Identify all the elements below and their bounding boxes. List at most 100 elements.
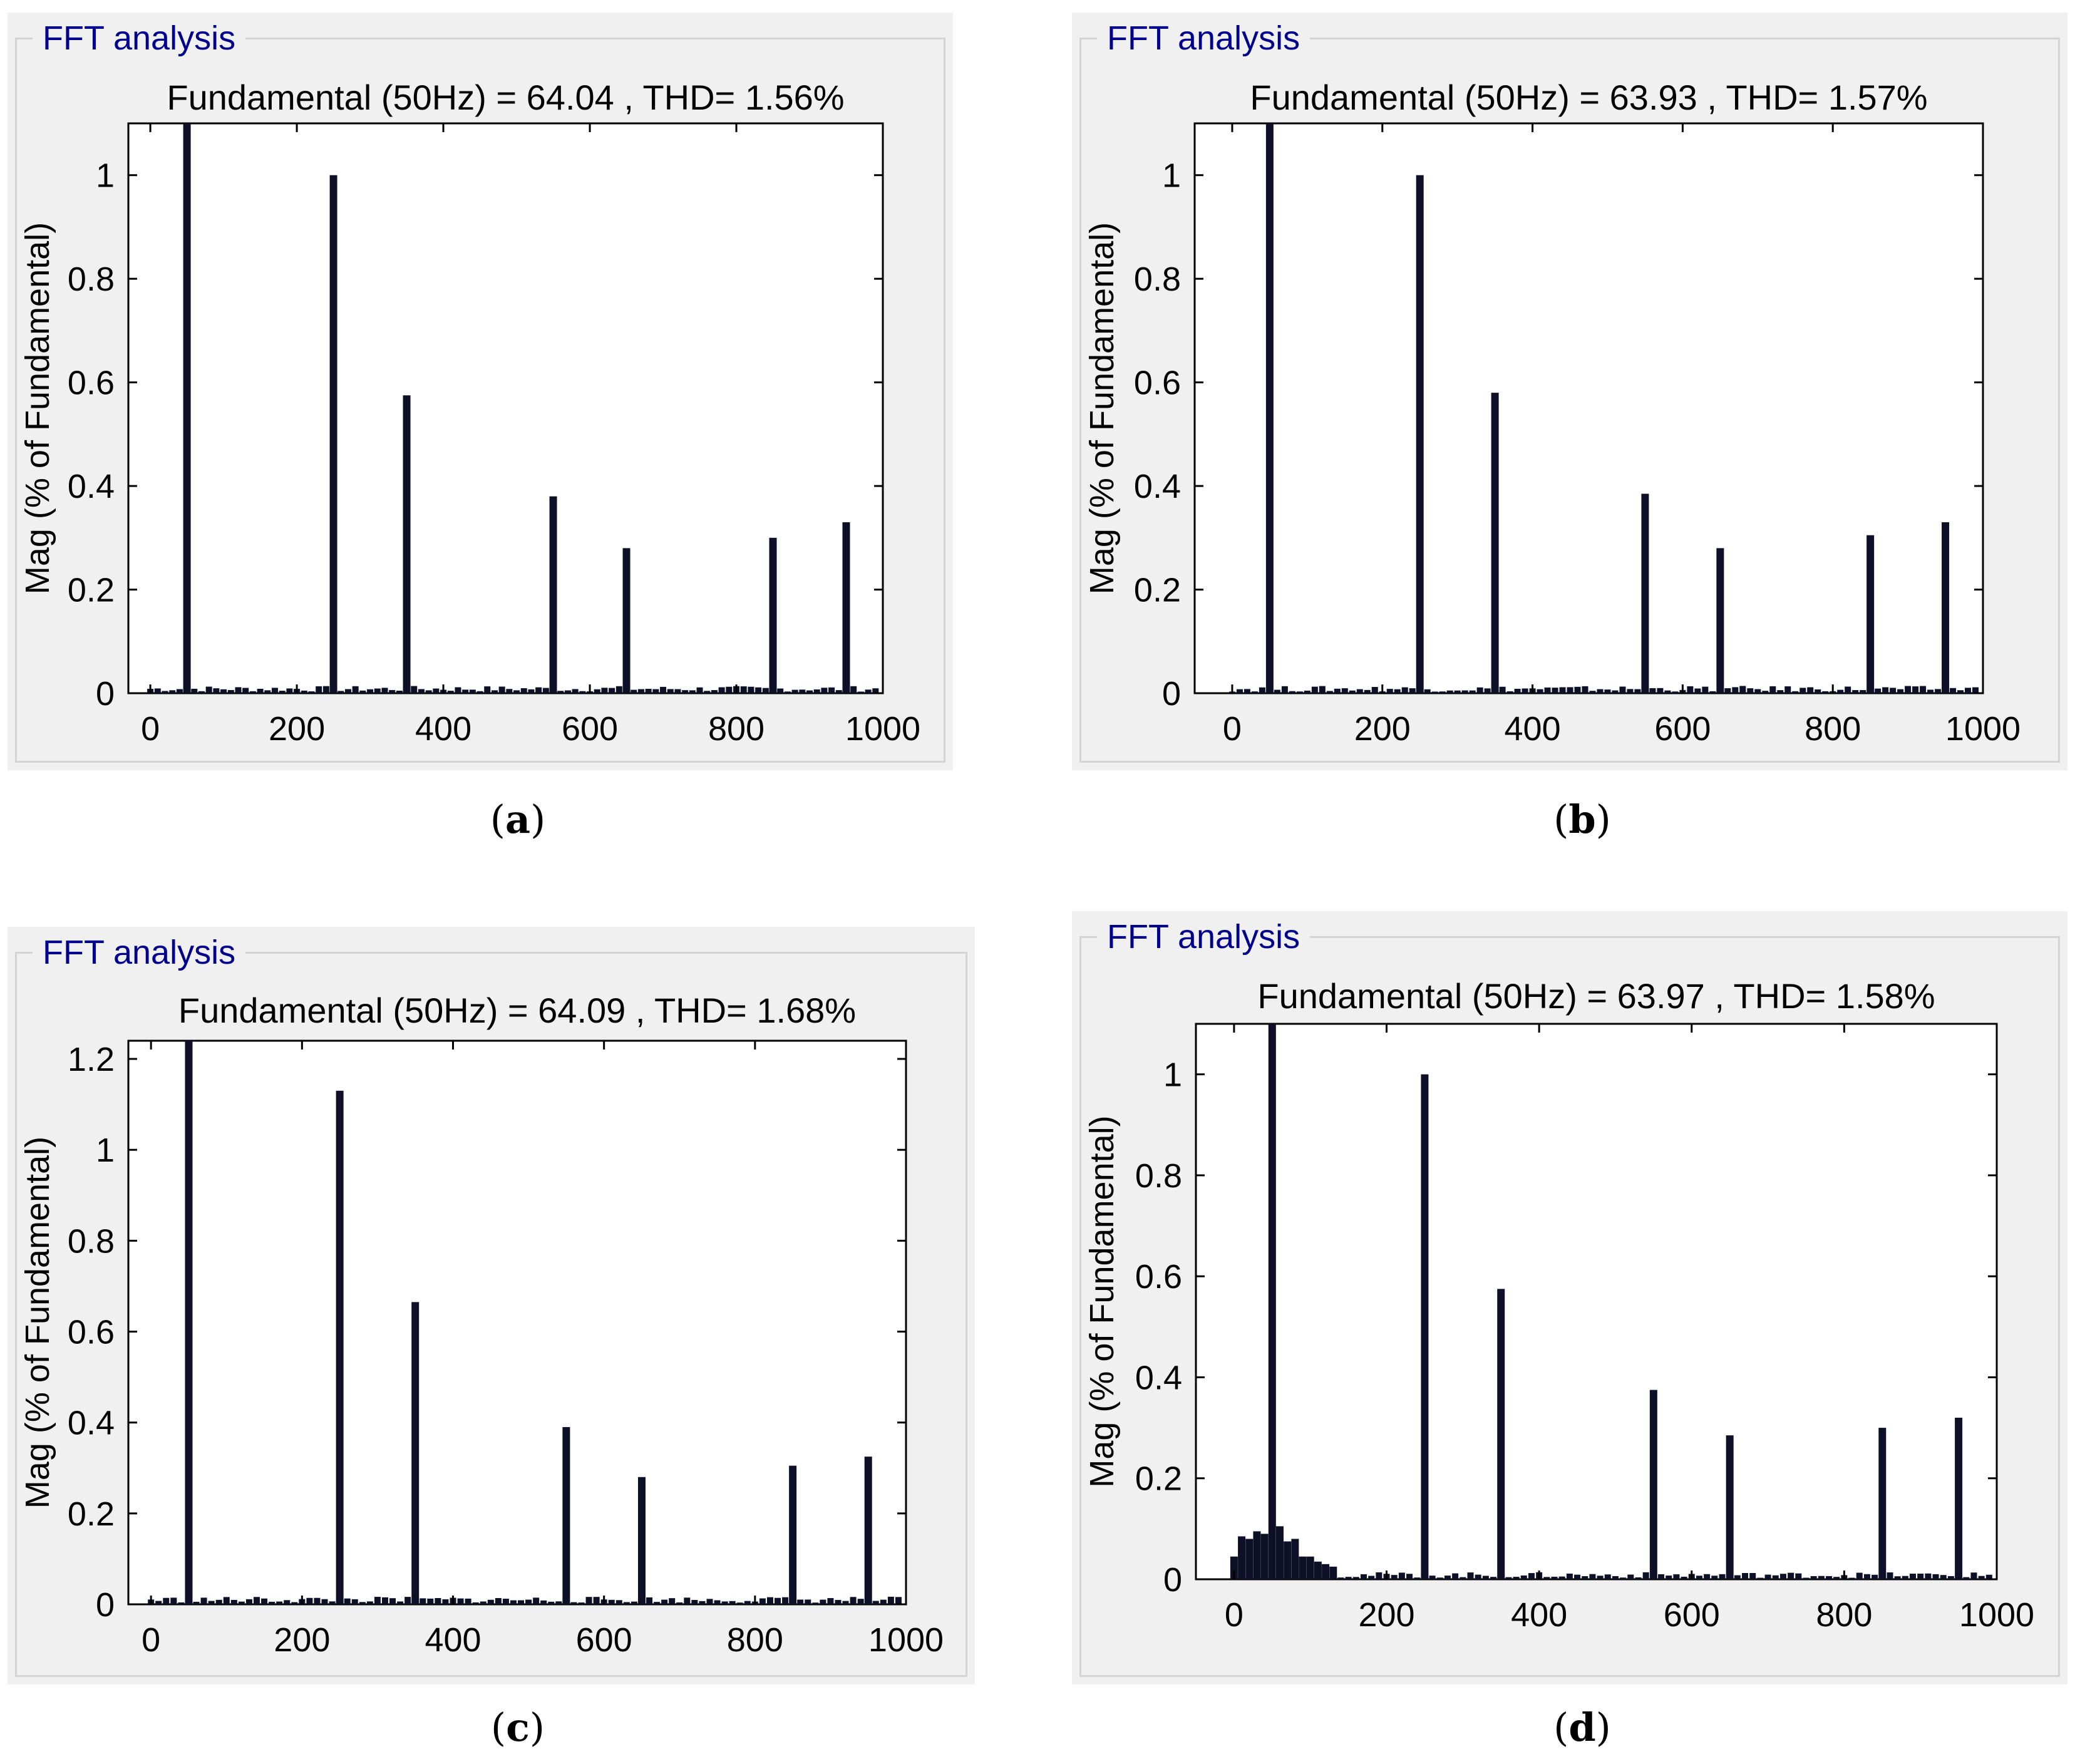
noise-bar: [1739, 686, 1746, 693]
noise-bar: [827, 1598, 834, 1604]
noise-bar: [645, 689, 652, 693]
noise-bar: [420, 1598, 426, 1604]
noise-bar: [1582, 1576, 1588, 1579]
noise-bar: [842, 1601, 849, 1604]
y-tick-label: 0.8: [68, 1222, 115, 1260]
noise-bar: [744, 1601, 751, 1604]
noise-bar: [433, 688, 440, 693]
harmonic-bar: [1265, 123, 1274, 693]
panel-legend: FFT analysis: [1097, 19, 1310, 58]
noise-bar: [1521, 688, 1528, 693]
caption-letter: b: [1568, 797, 1596, 842]
noise-bar: [850, 686, 857, 693]
noise-bar: [1860, 690, 1866, 693]
y-tick-label: 0: [1163, 1561, 1182, 1599]
y-tick-label: 0.6: [1135, 1258, 1182, 1296]
noise-bar: [502, 1599, 509, 1604]
noise-bar: [1460, 1577, 1466, 1579]
noise-bar: [1582, 686, 1588, 693]
noise-bar: [1754, 689, 1761, 693]
noise-bar: [579, 691, 586, 693]
low-freq-bar: [1238, 1536, 1246, 1579]
noise-bar: [1894, 1576, 1901, 1579]
noise-bar: [1724, 688, 1731, 693]
noise-bar: [1558, 1576, 1565, 1579]
noise-bar: [528, 689, 535, 693]
harmonic-bar: [842, 522, 850, 693]
noise-bar: [835, 1600, 842, 1604]
x-tick-label: 200: [1354, 710, 1411, 748]
noise-bar: [465, 1598, 471, 1604]
noise-bar: [1326, 691, 1333, 693]
noise-bar: [200, 1597, 207, 1604]
noise-bar: [1604, 1574, 1611, 1579]
low-freq-bar: [1245, 1539, 1254, 1579]
noise-bar: [1589, 691, 1596, 693]
noise-bar: [480, 1601, 487, 1604]
y-tick-label: 0.4: [1134, 468, 1181, 505]
caption-b: (b): [1553, 797, 1611, 842]
noise-bar: [1446, 690, 1453, 693]
x-tick-label: 200: [269, 710, 325, 748]
noise-bar: [593, 1597, 600, 1604]
noise-bar: [1334, 688, 1341, 693]
noise-bar: [1391, 1575, 1398, 1579]
harmonic-bar: [1716, 548, 1724, 693]
y-tick-label: 0: [96, 675, 115, 713]
noise-bar: [895, 1597, 902, 1604]
noise-bar: [689, 690, 696, 693]
noise-bar: [213, 688, 220, 693]
noise-bars: [1228, 686, 1979, 693]
noise-bar: [301, 690, 307, 693]
noise-bar: [1414, 1577, 1421, 1579]
noise-bar: [557, 691, 564, 693]
harmonic-bar: [1649, 1390, 1657, 1579]
noise-bar: [245, 1599, 252, 1604]
harmonic-bar: [1416, 175, 1424, 693]
noise-bar: [469, 689, 476, 693]
noise-bar: [755, 687, 762, 693]
noise-bar: [1482, 1576, 1489, 1579]
noise-bar: [1762, 691, 1769, 693]
fft-chart-a: 0 200 400 600 800 1000 0 0.2 0.4 0.6 0.8 1 Mag (% of…: [19, 78, 920, 748]
noise-bar: [286, 688, 293, 693]
noise-bar: [857, 691, 864, 693]
noise-bar: [442, 1599, 449, 1604]
noise-bar: [1863, 1574, 1870, 1579]
noise-bar: [564, 690, 571, 693]
noise-bar: [329, 1601, 336, 1604]
y-axis-label: Mag (% of Fundamental): [19, 1137, 56, 1509]
noise-bar: [1386, 689, 1393, 693]
noise-bar: [154, 688, 161, 693]
x-tick-label: 800: [727, 1621, 783, 1659]
fft-panel-d: FFT analysis 0 200 400 600 800 1000 0 0.2 0.4 0.6…: [1072, 911, 2067, 1684]
noise-bar: [1711, 1576, 1718, 1579]
noise-bar: [1664, 690, 1671, 693]
noise-bar: [691, 1600, 698, 1604]
noise-bar: [652, 689, 659, 693]
y-tick-label: 0.6: [68, 364, 115, 402]
noise-bar: [1673, 1574, 1680, 1579]
noise-bar: [711, 690, 718, 693]
noise-bar: [572, 689, 579, 693]
harmonic-bar: [411, 1302, 420, 1604]
y-tick-label: 0.6: [68, 1314, 115, 1351]
low-freq-bar: [1322, 1564, 1330, 1579]
noise-bar: [227, 689, 234, 693]
harmonic-bar: [789, 1465, 797, 1604]
noise-bar: [1627, 689, 1634, 693]
noise-bar: [1734, 1575, 1741, 1579]
noise-bar: [404, 1597, 411, 1604]
noise-bar: [1431, 691, 1438, 693]
noise-bar: [1890, 688, 1897, 693]
noise-bar: [820, 1599, 826, 1604]
noise-bar: [1319, 686, 1326, 693]
noise-bar: [314, 1597, 321, 1604]
noise-bar: [506, 689, 513, 693]
noise-bar: [1807, 687, 1814, 693]
noise-bar: [1642, 1572, 1649, 1579]
noise-bar: [1972, 687, 1979, 693]
noise-bar: [1371, 687, 1378, 693]
noise-bar: [1341, 688, 1348, 693]
x-tick-label: 0: [1223, 710, 1242, 748]
